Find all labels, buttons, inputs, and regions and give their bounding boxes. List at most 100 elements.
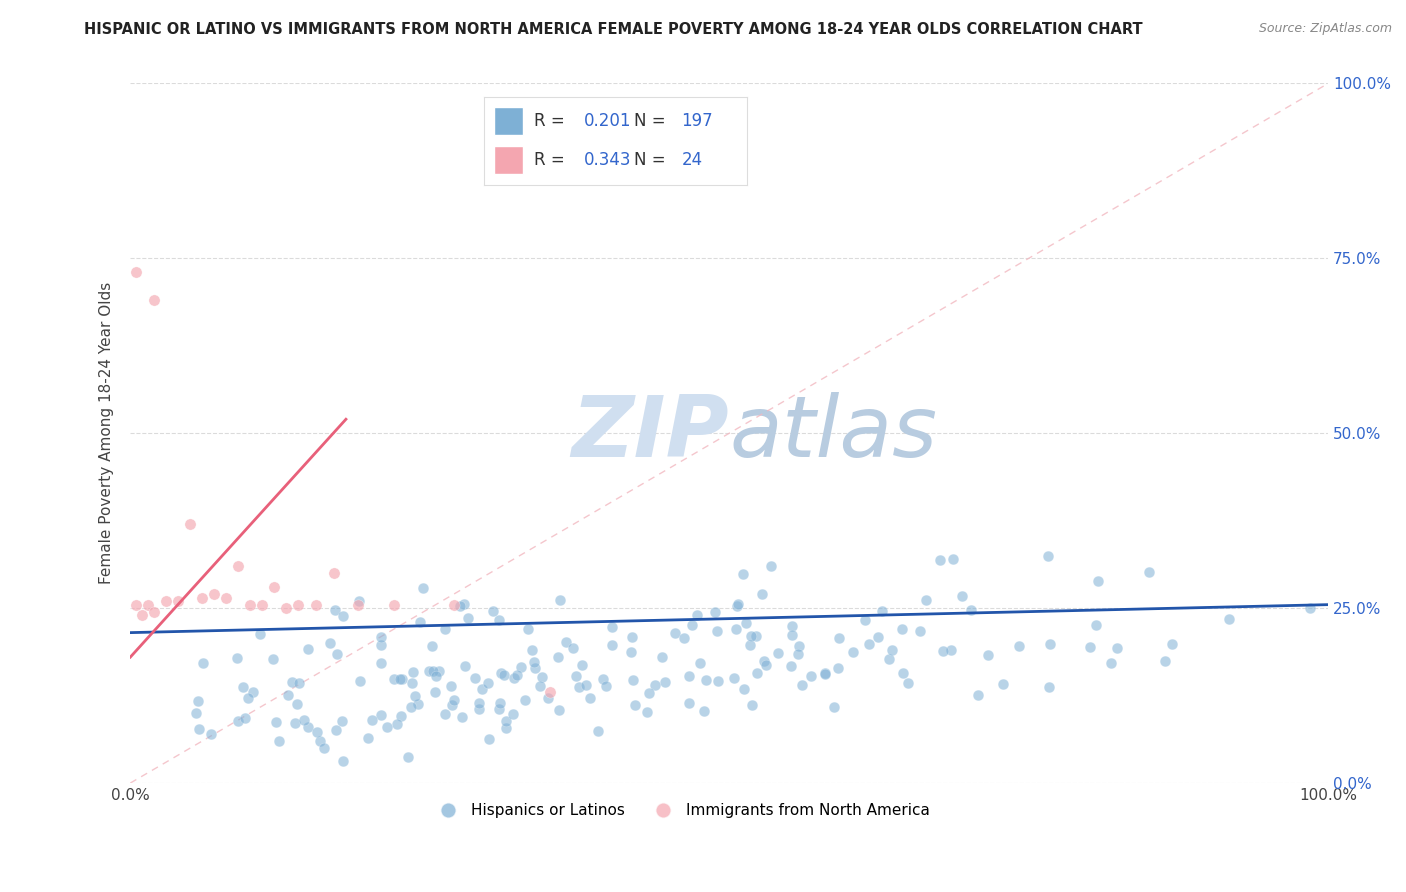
Point	[404, 689, 426, 703]
Point	[515, 693, 537, 707]
Point	[125, 598, 148, 612]
Point	[387, 716, 409, 731]
Point	[1105, 641, 1128, 656]
Point	[588, 723, 610, 738]
Point	[651, 650, 673, 665]
Point	[686, 607, 709, 622]
Point	[695, 673, 717, 687]
Point	[443, 598, 465, 612]
Point	[131, 608, 153, 623]
Point	[494, 667, 516, 681]
Point	[249, 627, 271, 641]
Point	[842, 645, 865, 659]
Point	[489, 697, 512, 711]
Point	[960, 603, 983, 617]
Point	[503, 671, 526, 685]
Point	[388, 672, 411, 686]
Point	[517, 622, 540, 636]
Point	[467, 701, 489, 715]
Point	[595, 679, 617, 693]
Point	[620, 645, 643, 659]
Point	[184, 706, 207, 720]
Point	[823, 700, 845, 714]
Point	[782, 619, 804, 633]
Point	[966, 688, 988, 702]
Point	[928, 553, 950, 567]
Point	[332, 754, 354, 768]
Point	[636, 705, 658, 719]
Point	[644, 678, 666, 692]
Point	[370, 638, 392, 652]
Point	[759, 558, 782, 573]
Point	[239, 598, 262, 612]
Point	[349, 673, 371, 688]
Point	[155, 594, 177, 608]
Point	[187, 694, 209, 708]
Point	[991, 677, 1014, 691]
Point	[523, 655, 546, 669]
Point	[370, 656, 392, 670]
Point	[323, 566, 346, 581]
Point	[471, 681, 494, 696]
Point	[550, 593, 572, 607]
Point	[725, 623, 748, 637]
Point	[1008, 639, 1031, 653]
Point	[396, 749, 419, 764]
Point	[443, 693, 465, 707]
Point	[477, 675, 499, 690]
Text: atlas: atlas	[730, 392, 938, 475]
Point	[624, 698, 647, 712]
Point	[897, 675, 920, 690]
Point	[495, 714, 517, 728]
Point	[733, 567, 755, 582]
Point	[283, 716, 305, 731]
Point	[942, 552, 965, 566]
Point	[232, 680, 254, 694]
Point	[681, 618, 703, 632]
Point	[406, 698, 429, 712]
Point	[467, 696, 489, 710]
Point	[382, 598, 405, 612]
Point	[574, 678, 596, 692]
Point	[858, 637, 880, 651]
Point	[457, 610, 479, 624]
Point	[440, 698, 463, 712]
Text: HISPANIC OR LATINO VS IMMIGRANTS FROM NORTH AMERICA FEMALE POVERTY AMONG 18-24 Y: HISPANIC OR LATINO VS IMMIGRANTS FROM NO…	[84, 22, 1143, 37]
Point	[562, 640, 585, 655]
Point	[564, 669, 586, 683]
Point	[520, 643, 543, 657]
Point	[453, 597, 475, 611]
Point	[538, 685, 561, 699]
Point	[391, 673, 413, 687]
Point	[191, 656, 214, 670]
Point	[1137, 565, 1160, 579]
Point	[1087, 574, 1109, 589]
Point	[780, 628, 803, 642]
Point	[389, 709, 412, 723]
Point	[814, 665, 837, 680]
Point	[751, 587, 773, 601]
Point	[226, 559, 249, 574]
Point	[420, 640, 443, 654]
Point	[1080, 640, 1102, 654]
Point	[880, 642, 903, 657]
Point	[547, 649, 569, 664]
Point	[747, 665, 769, 680]
Point	[638, 685, 661, 699]
Point	[451, 710, 474, 724]
Point	[288, 675, 311, 690]
Y-axis label: Female Poverty Among 18-24 Year Olds: Female Poverty Among 18-24 Year Olds	[100, 282, 114, 584]
Point	[495, 721, 517, 735]
Point	[454, 658, 477, 673]
Point	[287, 697, 309, 711]
Point	[136, 598, 159, 612]
Point	[727, 597, 749, 611]
Point	[1218, 612, 1240, 626]
Point	[735, 615, 758, 630]
Point	[537, 691, 560, 706]
Point	[890, 622, 912, 636]
Point	[262, 652, 284, 666]
Point	[752, 654, 775, 668]
Point	[977, 648, 1000, 662]
Point	[766, 646, 789, 660]
